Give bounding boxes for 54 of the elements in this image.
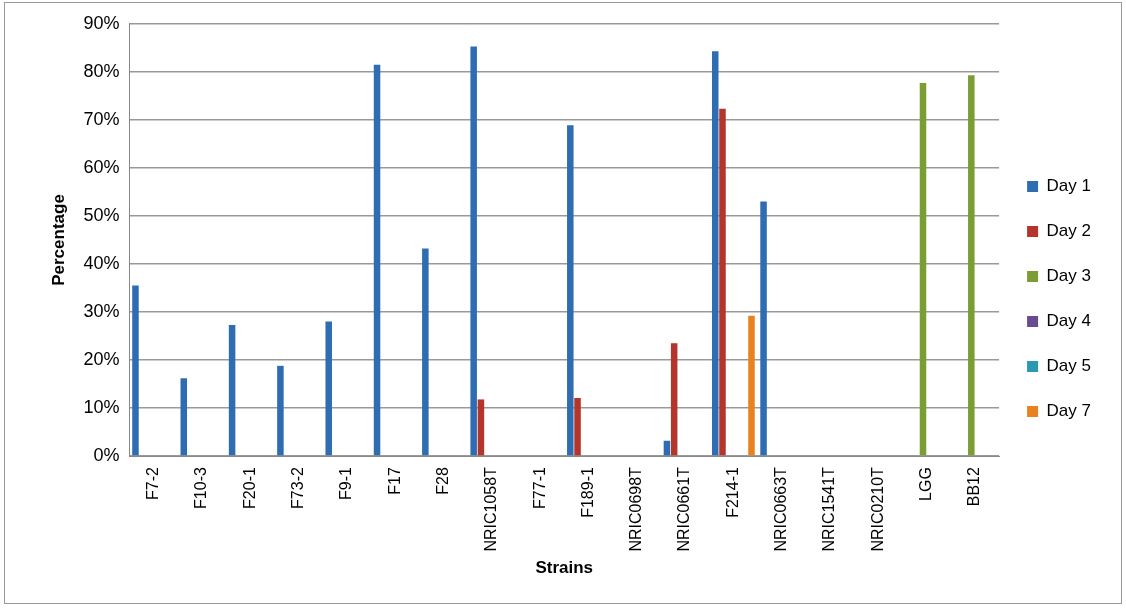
bar: [422, 248, 429, 456]
x-tick-label: F7-2: [143, 467, 161, 501]
bar: [180, 378, 188, 456]
y-tick-label: 0%: [93, 445, 120, 466]
y-tick-label: 50%: [83, 204, 120, 225]
legend-label: Day 4: [1046, 311, 1092, 331]
y-tick-label: 70%: [83, 108, 120, 129]
bar: [228, 324, 236, 456]
x-tick-label: NRIC0210T: [868, 466, 886, 552]
y-tick-label: 20%: [83, 349, 120, 370]
bar: [132, 285, 139, 456]
x-tick-label: F9-1: [337, 467, 355, 501]
bar: [325, 321, 332, 456]
bar: [477, 399, 485, 456]
x-tick-label: NRIC0661T: [675, 466, 693, 552]
legend-label: Day 7: [1046, 401, 1092, 421]
y-tick-label: 10%: [83, 397, 120, 418]
y-tick-label: 30%: [83, 300, 120, 321]
legend-label: Day 5: [1046, 356, 1092, 376]
bar: [277, 365, 284, 456]
y-tick-label: 40%: [83, 252, 120, 273]
x-tick-label: F214-1: [723, 467, 741, 518]
y-tick-label: 90%: [83, 12, 120, 33]
bar: [373, 64, 381, 456]
x-tick-label: NRIC1058T: [482, 466, 500, 552]
x-tick-label: F20-1: [240, 467, 258, 509]
x-tick-label: NRIC0663T: [772, 466, 790, 552]
x-tick-label: BB12: [965, 467, 983, 507]
bar: [919, 82, 927, 456]
y-axis-title: Percentage: [48, 194, 68, 286]
bar: [470, 46, 477, 456]
legend-label: Day 2: [1046, 221, 1092, 241]
x-tick-label: NRIC0698T: [627, 466, 645, 552]
x-tick-label: F77-1: [530, 467, 548, 509]
x-tick-label: LGG: [917, 467, 935, 501]
legend-label: Day 3: [1046, 266, 1092, 286]
bar: [719, 108, 726, 456]
bar: [574, 398, 581, 456]
x-tick-label: F10-3: [192, 467, 210, 509]
x-axis-title: Strains: [535, 558, 594, 578]
bar: [968, 75, 975, 456]
x-tick-label: F189-1: [578, 467, 596, 518]
y-tick-label: 80%: [83, 60, 120, 81]
x-tick-label: F28: [433, 467, 451, 495]
legend-label: Day 1: [1046, 176, 1092, 196]
bar: [711, 51, 719, 456]
y-tick-label: 60%: [83, 156, 120, 177]
bar: [748, 315, 755, 456]
x-tick-label: NRIC1541T: [820, 466, 838, 552]
bar: [670, 343, 678, 456]
bar: [760, 201, 767, 456]
bar: [567, 125, 574, 456]
x-tick-label: F17: [385, 467, 403, 495]
x-tick-label: F73-2: [288, 467, 306, 509]
